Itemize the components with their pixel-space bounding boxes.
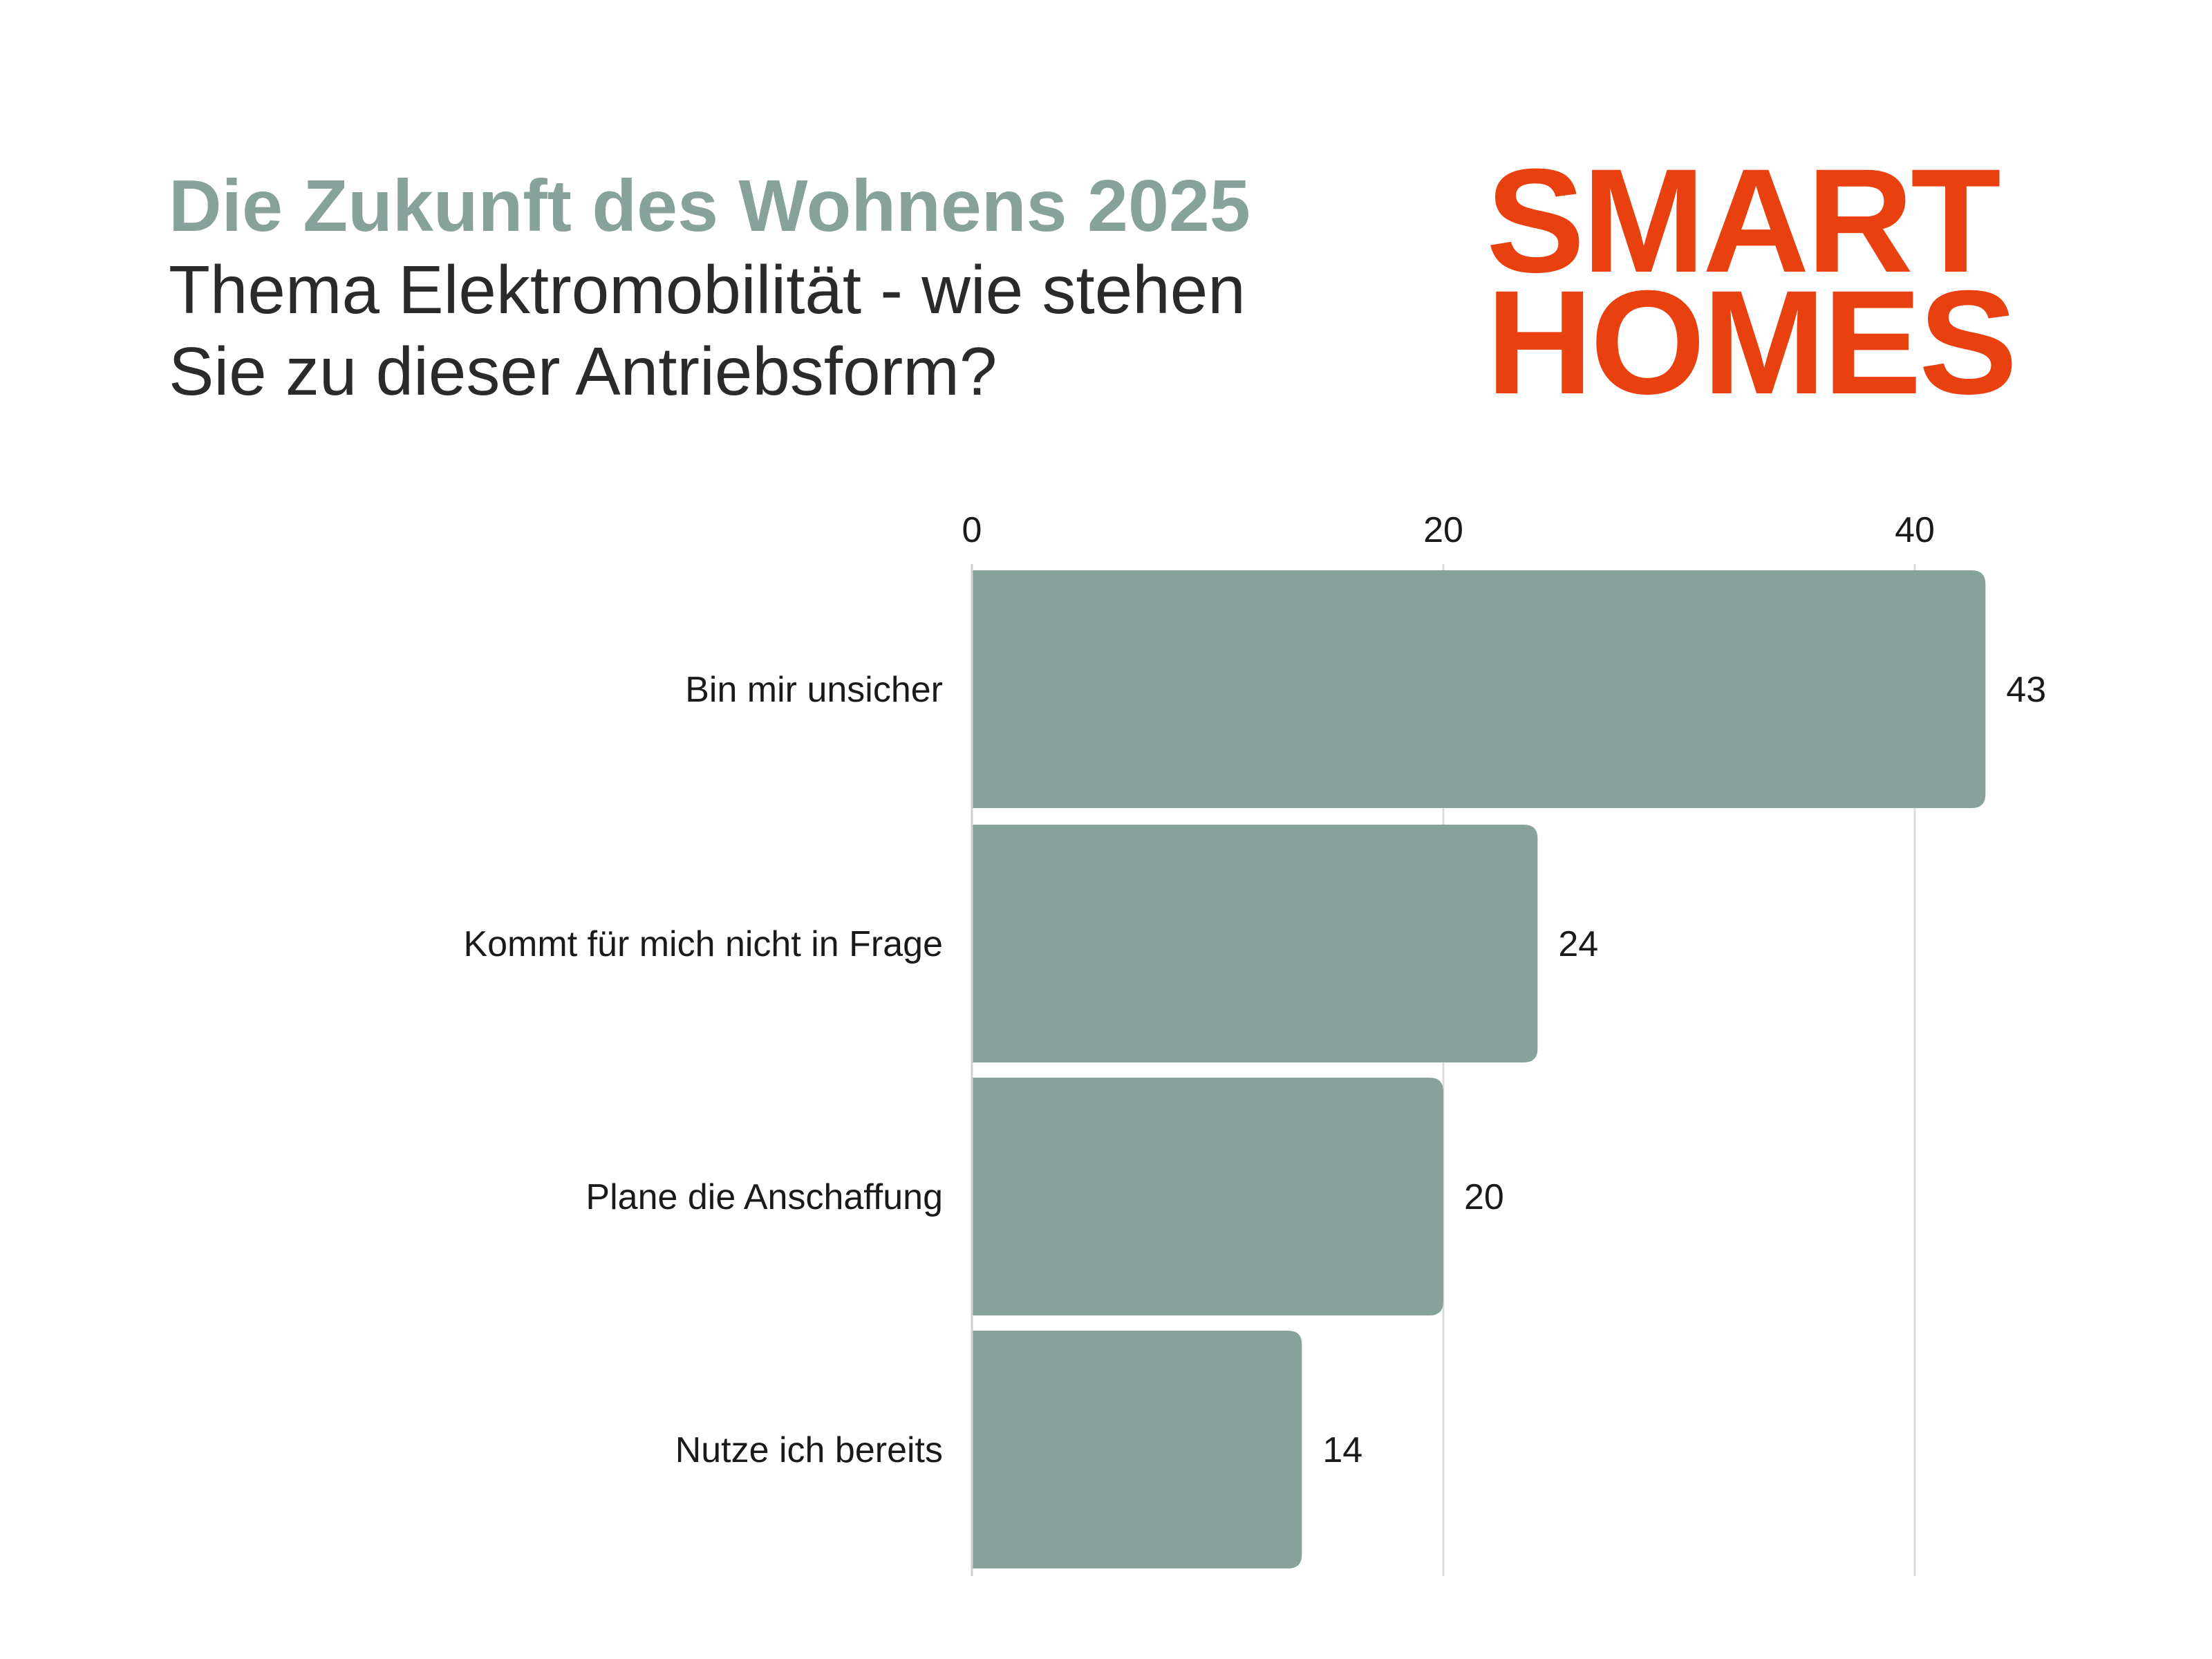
chart-title: Die Zukunft des Wohnens 2025 — [169, 165, 1250, 247]
category-label: Plane die Anschaffung — [585, 1177, 943, 1217]
x-tick-label: 40 — [1895, 510, 1935, 550]
x-tick-label: 20 — [1423, 510, 1463, 550]
data-label: 43 — [2006, 670, 2046, 710]
data-label: 24 — [1558, 924, 1598, 964]
logo-line-2: HOMES — [1486, 260, 2018, 425]
chart-header: Die Zukunft des Wohnens 2025 Thema Elekt… — [169, 163, 1344, 412]
category-label: Kommt für mich nicht in Frage — [463, 924, 943, 964]
category-label: Nutze ich bereits — [675, 1430, 943, 1470]
x-tick-label: 0 — [962, 510, 982, 550]
logo-line-1: SMART — [1486, 138, 2001, 303]
bar — [972, 1331, 1302, 1568]
category-label: Bin mir unsicher — [685, 670, 943, 710]
bar — [972, 570, 1986, 808]
chart-subtitle: Thema Elektromobilität - wie stehen Sie … — [169, 252, 1246, 409]
bar — [972, 825, 1538, 1062]
data-label: 20 — [1464, 1177, 1504, 1217]
smart-homes-logo: SMART HOMES — [1486, 138, 2081, 425]
bar — [972, 1078, 1443, 1315]
data-label: 14 — [1322, 1430, 1362, 1470]
